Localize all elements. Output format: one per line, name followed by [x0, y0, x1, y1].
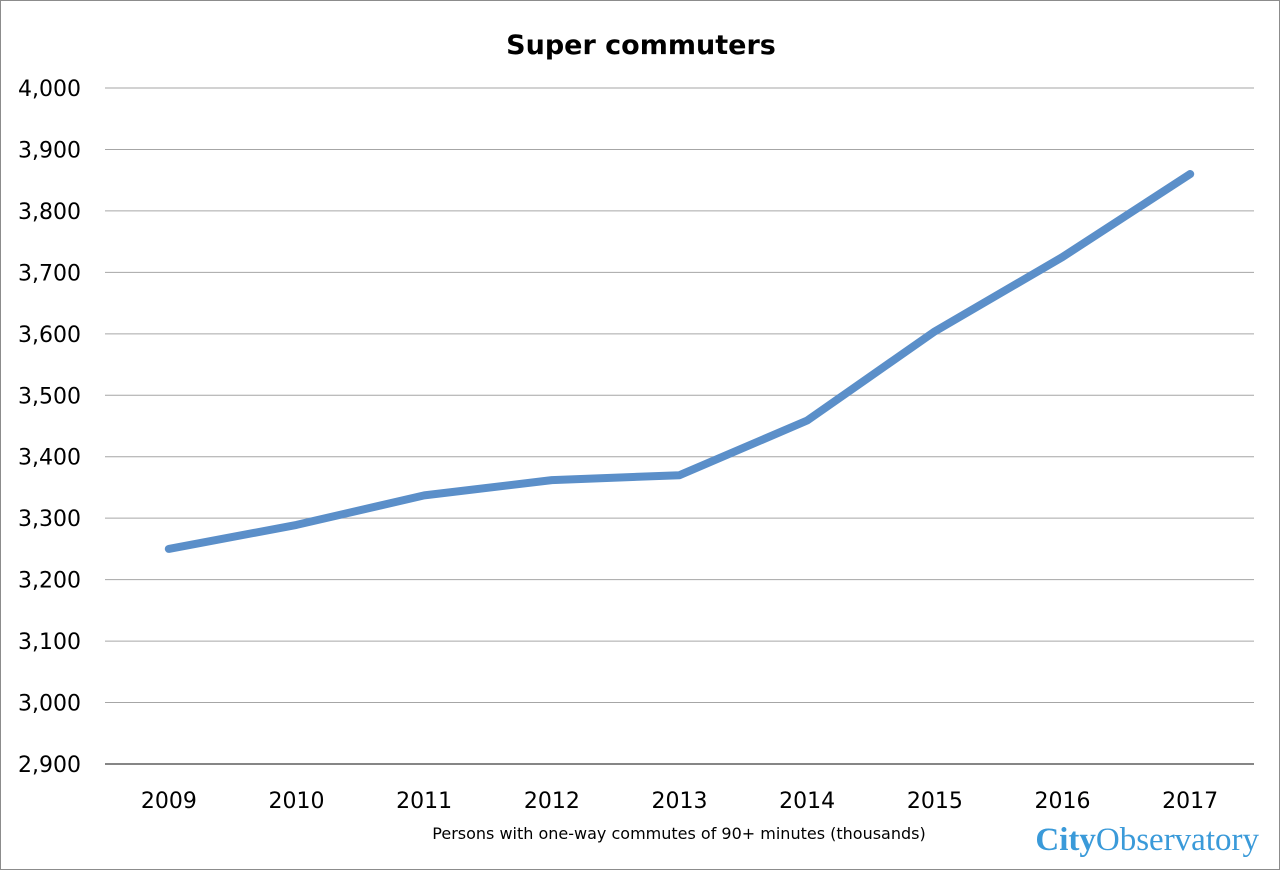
y-tick-label: 3,100 [18, 630, 81, 655]
y-tick-label: 3,300 [18, 507, 81, 532]
x-axis-label: Persons with one-way commutes of 90+ min… [432, 824, 925, 843]
data-point [806, 419, 809, 422]
y-tick-label: 3,200 [18, 569, 81, 594]
data-point [1189, 173, 1192, 176]
data-point [423, 494, 426, 497]
y-axis-ticks: 2,900 3,000 3,100 3,200 3,300 3,400 3,500 3,600… [18, 77, 81, 778]
y-tick-label: 3,900 [18, 138, 81, 163]
x-tick-label: 2017 [1162, 789, 1218, 814]
data-point [678, 474, 681, 477]
chart-title: Super commuters [506, 30, 776, 61]
data-point [1061, 256, 1064, 258]
y-tick-label: 3,800 [18, 200, 81, 225]
x-tick-label: 2012 [524, 789, 580, 814]
y-tick-label: 3,700 [18, 261, 81, 286]
x-axis-ticks: 2009 2010 2011 2012 2013 2014 2015 2016 2017 [141, 789, 1218, 814]
y-tick-label: 3,400 [18, 446, 81, 471]
y-tick-label: 3,000 [18, 692, 81, 717]
logo-observatory-text: Observatory [1096, 822, 1260, 858]
series-group [164, 170, 1195, 553]
y-tick-label: 3,600 [18, 323, 81, 348]
x-tick-label: 2011 [396, 789, 452, 814]
x-tick-label: 2009 [141, 789, 197, 814]
data-point [550, 479, 553, 482]
city-observatory-logo: CityObservatory [1035, 822, 1259, 858]
x-tick-label: 2010 [269, 789, 325, 814]
y-tick-label: 3,500 [18, 384, 81, 409]
x-tick-label: 2013 [652, 789, 708, 814]
x-tick-label: 2015 [907, 789, 963, 814]
data-point [933, 330, 936, 333]
x-tick-label: 2014 [779, 789, 835, 814]
data-point [295, 523, 298, 526]
gridlines [105, 87, 1254, 765]
y-tick-label: 4,000 [18, 77, 81, 102]
x-tick-label: 2016 [1035, 789, 1091, 814]
logo-city-text: City [1035, 822, 1096, 858]
y-tick-label: 2,900 [18, 753, 81, 778]
data-point [167, 547, 170, 550]
series-line [164, 170, 1195, 553]
